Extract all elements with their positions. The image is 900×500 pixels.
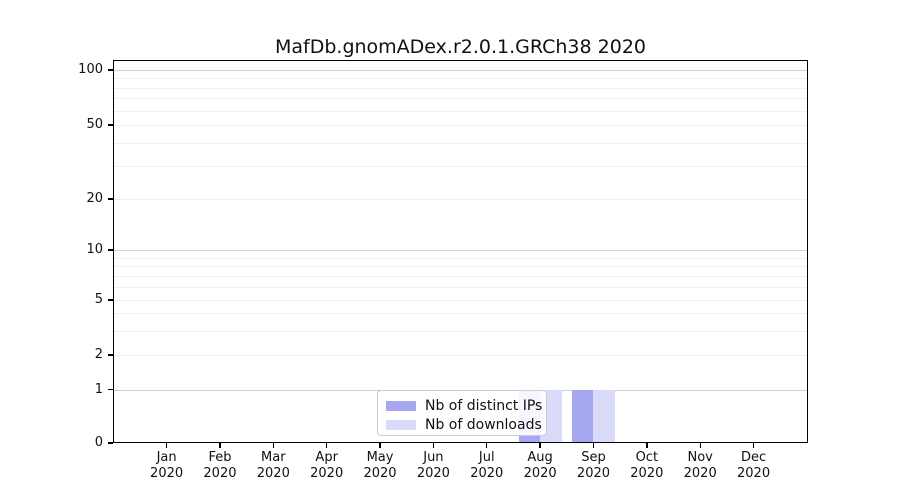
x-tick-year: 2020 — [363, 466, 397, 481]
y-gridline — [113, 330, 808, 332]
y-gridline — [113, 199, 808, 200]
x-tick-year: 2020 — [310, 466, 344, 481]
x-tick-month: Aug — [527, 450, 553, 465]
x-tick-year: 2020 — [256, 466, 290, 481]
y-gridline — [113, 266, 808, 268]
x-tick-year: 2020 — [523, 466, 557, 481]
y-tick-mark — [108, 354, 113, 356]
x-tick-label: Oct 2020 — [619, 450, 675, 482]
y-gridline — [113, 166, 808, 168]
legend-label: Nb of distinct IPs — [425, 397, 543, 414]
y-gridline — [113, 313, 808, 315]
x-tick-mark — [646, 443, 648, 448]
x-tick-month: Nov — [687, 450, 713, 465]
x-tick-label: Jul 2020 — [459, 450, 515, 482]
x-tick-month: May — [366, 450, 394, 465]
y-tick-label: 50 — [86, 117, 103, 132]
y-tick-mark — [108, 299, 113, 301]
plot-area: Nb of distinct IPs Nb of downloads — [113, 60, 808, 443]
x-tick-month: Oct — [635, 450, 659, 465]
y-gridline — [113, 275, 808, 277]
y-tick-mark — [108, 249, 113, 251]
x-tick-month: Dec — [740, 450, 767, 465]
x-tick-label: Feb 2020 — [192, 450, 248, 482]
x-tick-label: Jun 2020 — [405, 450, 461, 482]
x-tick-label: May 2020 — [352, 450, 408, 482]
y-tick-label: 2 — [94, 347, 103, 362]
legend-entry: Nb of downloads — [386, 415, 542, 434]
x-tick-mark — [752, 443, 755, 448]
x-tick-label: Aug 2020 — [512, 450, 568, 482]
y-tick-mark — [108, 69, 113, 71]
x-tick-mark — [272, 443, 274, 448]
x-tick-label: Jan 2020 — [139, 450, 195, 482]
x-tick-mark — [699, 443, 701, 448]
x-tick-label: Dec 2020 — [726, 450, 782, 482]
y-gridline — [113, 355, 808, 356]
y-tick-label: 5 — [94, 292, 103, 307]
x-tick-month: Jun — [423, 450, 444, 465]
x-tick-year: 2020 — [416, 466, 450, 481]
x-tick-mark — [539, 443, 541, 448]
chart-title: MafDb.gnomADex.r2.0.1.GRCh38 2020 — [274, 36, 646, 58]
legend-swatch-downloads — [386, 419, 416, 430]
x-tick-year: 2020 — [203, 466, 237, 481]
x-tick-mark — [325, 443, 328, 448]
y-tick-mark — [108, 388, 113, 391]
x-tick-mark — [379, 443, 381, 448]
bar-downloads — [593, 389, 615, 443]
x-tick-mark — [432, 443, 435, 448]
x-tick-year: 2020 — [737, 466, 771, 481]
x-tick-month: Feb — [208, 450, 232, 465]
x-tick-month: Jan — [156, 450, 177, 465]
x-tick-year: 2020 — [576, 466, 611, 481]
y-tick-mark — [108, 442, 113, 444]
legend-swatch-distinct-ips — [386, 400, 416, 411]
x-tick-year: 2020 — [630, 466, 664, 481]
x-tick-label: Apr 2020 — [299, 450, 355, 482]
x-tick-label: Mar 2020 — [245, 450, 301, 482]
y-gridline — [113, 78, 808, 80]
y-gridline — [113, 98, 808, 100]
legend-entry: Nb of distinct IPs — [386, 396, 542, 415]
x-tick-mark — [486, 443, 488, 448]
y-tick-label: 10 — [86, 242, 103, 257]
x-tick-month: Sep — [581, 450, 606, 465]
x-tick-mark — [219, 443, 221, 448]
y-gridline — [113, 300, 808, 301]
y-tick-label: 20 — [86, 191, 103, 206]
y-gridline — [113, 125, 808, 126]
y-gridline — [113, 143, 808, 145]
y-tick-mark — [108, 198, 113, 200]
bar-distinct-ips — [571, 389, 594, 443]
x-tick-month: Jul — [478, 450, 495, 465]
x-tick-year: 2020 — [150, 466, 184, 481]
legend-label: Nb of downloads — [425, 416, 542, 433]
x-tick-label: Sep 2020 — [565, 450, 621, 482]
y-gridline — [113, 250, 808, 251]
y-tick-mark — [108, 124, 113, 126]
axes-spines — [113, 60, 808, 443]
x-tick-year: 2020 — [683, 466, 717, 481]
y-gridline — [113, 110, 808, 112]
y-gridline — [113, 87, 808, 89]
y-tick-label: 100 — [78, 62, 103, 77]
y-tick-label: 1 — [94, 381, 103, 397]
legend: Nb of distinct IPs Nb of downloads — [377, 390, 547, 436]
x-tick-label: Nov 2020 — [672, 450, 728, 482]
y-gridline — [113, 70, 808, 71]
x-tick-mark — [165, 443, 168, 448]
x-tick-month: Apr — [315, 450, 338, 465]
x-tick-month: Mar — [261, 450, 286, 465]
y-tick-label: 0 — [94, 435, 103, 450]
y-gridline — [113, 257, 808, 259]
x-tick-year: 2020 — [470, 466, 504, 481]
x-tick-mark — [592, 443, 595, 448]
y-gridline — [113, 286, 808, 288]
